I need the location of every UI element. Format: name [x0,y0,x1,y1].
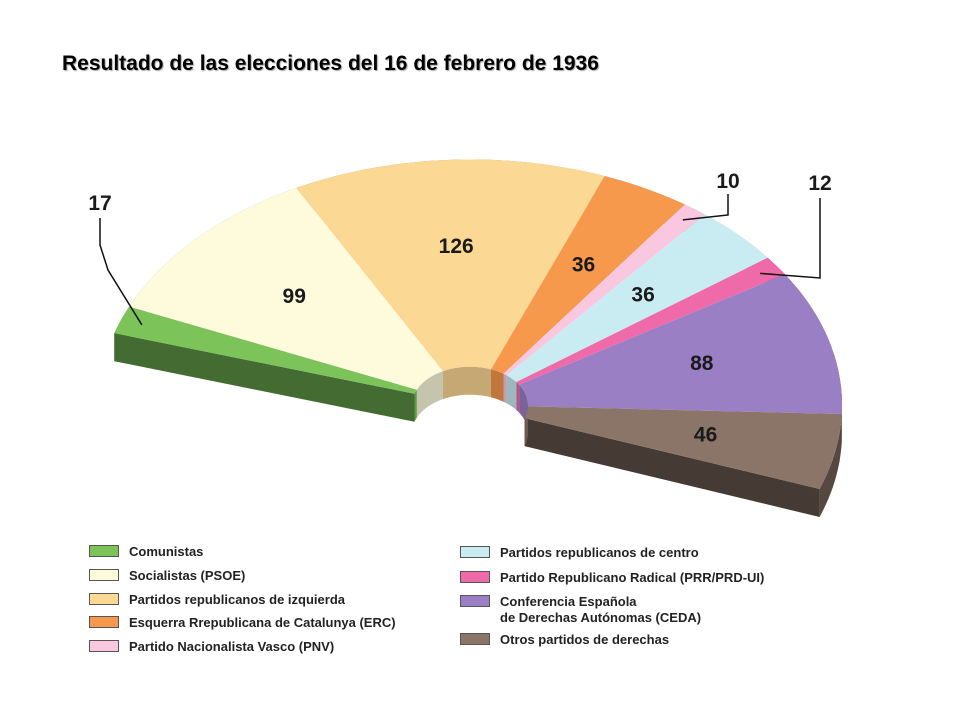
legend-swatch [89,640,119,652]
data-label-3: 36 [572,253,595,276]
page-title: Resultado de las elecciones del 16 de fe… [62,52,599,75]
data-label-5: 36 [631,283,654,306]
legend-label: Otros partidos de derechas [500,632,670,647]
legend-label: Partido Nacionalista Vasco (PNV) [129,639,335,654]
segment-top-2 [296,159,605,372]
legend-swatch [460,633,490,645]
data-label-4: 10 [716,170,739,193]
leader-line [99,218,143,326]
segment-inner-wall-3 [491,369,504,402]
segment-inner-wall-5 [506,375,517,410]
legend-label: Socialistas (PSOE) [129,568,246,583]
data-label-2: 126 [439,235,474,258]
data-label-0: 17 [88,192,111,215]
leader-line [760,198,821,279]
data-label-1: 99 [283,285,306,308]
legend-swatch [89,593,119,605]
legend-label: Esquerra Rrepublicana de Catalunya (ERC) [129,615,396,630]
legend-label: Partidos republicanos de izquierda [129,592,345,607]
segment-top-0 [114,306,417,394]
segment-inner-wall-6 [516,382,520,413]
segment-inner-wall-0 [414,389,417,422]
segment-top-6 [516,257,785,385]
legend-swatch [460,571,490,583]
legend-swatch [89,545,119,557]
segment-inner-wall-1 [416,371,443,418]
legend-label: Partido Republicano Radical (PRR/PRD-UI) [500,570,765,585]
right-end-cap [524,418,820,517]
segment-inner-wall-2 [442,366,491,400]
left-end-cap [114,333,415,422]
leader-line [682,194,729,221]
data-label-8: 46 [694,423,717,446]
segment-top-4 [503,204,705,376]
segment-top-8 [524,406,842,489]
segment-top-7 [519,274,842,414]
legend-label: Partidos republicanos de centro [500,545,699,560]
legend-swatch [460,546,490,558]
data-label-7: 88 [690,352,714,375]
segment-top-3 [491,176,685,374]
segment-inner-wall-4 [503,373,507,404]
legend-swatch [89,569,119,581]
legend-swatch [460,595,490,607]
data-label-6: 12 [808,172,831,195]
segment-side-8 [819,414,842,517]
segment-top-1 [129,187,443,390]
legend-label-line: de Derechas Autónomas (CEDA) [500,610,702,625]
segment-top-5 [506,214,768,382]
legend-label: Comunistas [129,544,204,559]
legend-swatch [89,616,119,628]
legend-label: Conferencia Española de Derechas Autónom… [500,594,701,626]
legend-label-line: Conferencia Española [500,594,637,609]
